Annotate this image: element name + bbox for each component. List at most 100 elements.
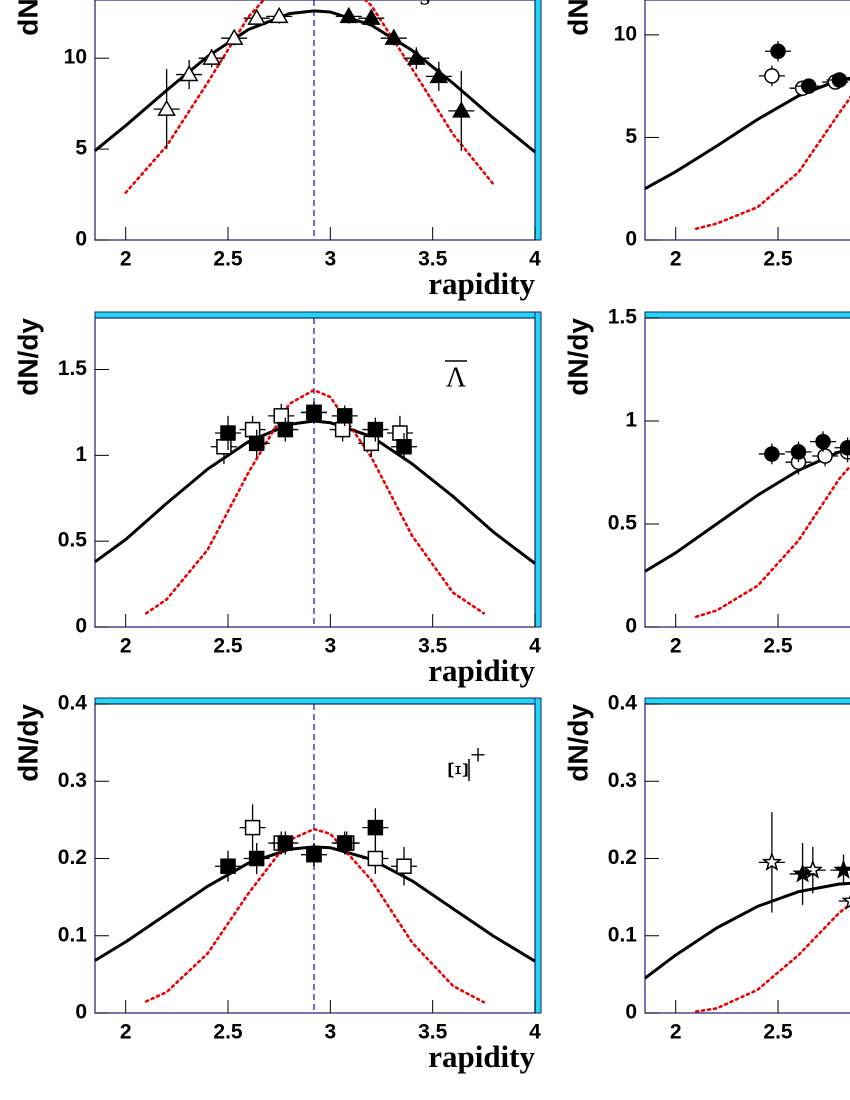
data-point (179, 65, 199, 82)
model-curve (94, 845, 536, 963)
data-point (244, 819, 261, 836)
frame-top-band (94, 311, 542, 319)
y-axis-title: dN/dy (562, 704, 593, 782)
data-point (367, 850, 384, 867)
x-tick-label: 2.5 (763, 248, 793, 271)
x-tick-label: 3 (325, 248, 337, 271)
y-tick-label: 10 (64, 46, 87, 69)
data-point (334, 421, 351, 438)
data-point (407, 48, 426, 65)
data-point (770, 43, 786, 60)
data-point (761, 851, 783, 871)
data-point (306, 846, 322, 863)
y-tick-label: 5 (75, 137, 87, 160)
frame-top-band (644, 697, 850, 705)
data-point (361, 8, 381, 25)
data-point (157, 99, 176, 116)
data-point (817, 448, 833, 464)
y-tick-label: 0 (75, 1001, 87, 1024)
x-tick-label: 3 (325, 1021, 337, 1044)
x-tick-label: 4 (529, 635, 541, 658)
data-point (764, 68, 780, 84)
x-tick-label: 4 (529, 248, 541, 271)
data-point (248, 850, 265, 867)
data-point (220, 858, 236, 874)
particle-label: Ξ (442, 761, 473, 779)
y-tick-label: 0.5 (58, 529, 88, 552)
data-point (244, 421, 261, 438)
y-tick-label: 10 (614, 22, 637, 45)
data-point (248, 435, 265, 452)
x-tick-label: 3 (325, 635, 337, 658)
frame-side-band (534, 311, 542, 628)
data-point (392, 425, 408, 441)
x-tick-label: 2 (670, 248, 682, 271)
y-tick-label: 5 (625, 125, 637, 148)
y-tick-label: 0 (625, 615, 637, 638)
data-point (831, 72, 848, 88)
y-tick-label: 0.1 (58, 923, 88, 946)
data-point (277, 835, 294, 851)
data-point (833, 859, 850, 879)
particle-label: s (420, 0, 431, 11)
y-tick-label: 0 (75, 615, 87, 638)
x-tick-label: 2.5 (213, 248, 243, 271)
plot-frame (644, 0, 850, 241)
data-point (202, 48, 221, 65)
y-tick-label: 0.4 (58, 692, 88, 715)
x-tick-label: 2 (120, 248, 132, 271)
x-axis-title: rapidity (428, 1039, 535, 1074)
y-tick-label: 0.4 (608, 692, 638, 715)
data-point (429, 66, 449, 84)
y-tick-label: 0.5 (608, 512, 638, 535)
data-point (336, 408, 353, 424)
data-point (815, 433, 831, 450)
model-curve (94, 9, 536, 154)
plot-frame (644, 317, 850, 628)
data-point (339, 6, 359, 24)
data-point (367, 819, 384, 836)
data-point (792, 863, 813, 883)
data-point (247, 8, 266, 25)
y-axis-title: dN/dy (12, 704, 43, 782)
model-curve (644, 881, 850, 980)
data-point (764, 446, 780, 462)
x-tick-label: 2 (120, 1021, 132, 1044)
x-tick-label: 4 (529, 1021, 541, 1044)
y-tick-label: 1.5 (608, 306, 638, 329)
y-axis-title: dN/dy (12, 0, 43, 36)
plot-frame (644, 703, 850, 1014)
data-point (396, 858, 412, 874)
data-point (452, 101, 471, 118)
x-tick-label: 2 (120, 635, 132, 658)
y-tick-label: 0 (625, 1001, 637, 1024)
data-point (306, 404, 322, 421)
x-tick-label: 3.5 (418, 248, 448, 271)
model-curve-dotted (124, 0, 496, 194)
y-tick-label: 0.2 (58, 846, 87, 869)
data-point (273, 408, 289, 424)
y-tick-label: 0 (625, 228, 637, 251)
data-point (277, 421, 294, 438)
frame-top-band (94, 697, 542, 705)
frame-side-band (534, 0, 542, 241)
y-axis-title: dN/dy (12, 318, 43, 396)
data-point (800, 78, 817, 94)
model-curve (644, 76, 850, 191)
model-curve-dotted (144, 827, 486, 1004)
x-tick-label: 2.5 (763, 1021, 793, 1044)
frame-top-band (644, 311, 850, 319)
y-tick-label: 1 (75, 443, 87, 466)
particle-label: Λ (446, 362, 467, 393)
x-tick-label: 2 (670, 1021, 682, 1044)
x-tick-label: 2.5 (213, 635, 243, 658)
y-axis-title: dN/dy (562, 318, 593, 396)
y-tick-label: 1 (625, 409, 637, 432)
data-point (384, 28, 404, 45)
y-tick-label: 1.5 (58, 357, 88, 380)
x-tick-label: 2.5 (213, 1021, 243, 1044)
data-point (216, 439, 232, 455)
x-tick-label: 2 (670, 635, 682, 658)
